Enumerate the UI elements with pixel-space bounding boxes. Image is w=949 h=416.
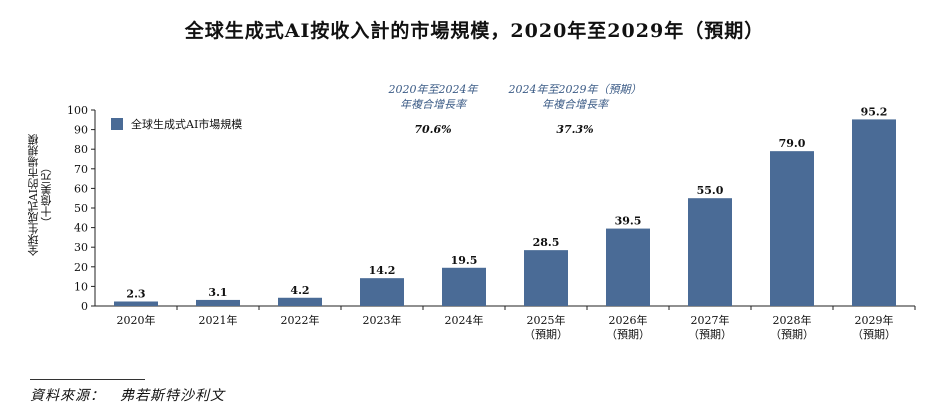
y-tick-label: 70 <box>74 163 88 176</box>
y-tick-label: 90 <box>74 124 88 137</box>
x-tick-sublabel: （預期） <box>688 328 732 341</box>
y-tick-label: 0 <box>81 300 88 313</box>
x-tick-label: 2029年 <box>855 313 894 327</box>
bar-value-label: 55.0 <box>697 184 724 197</box>
bar-value-label: 4.2 <box>290 284 309 297</box>
x-tick-sublabel: （預期） <box>524 328 568 341</box>
cagr-period-historical: 2020年至2024年 <box>388 83 478 96</box>
bar <box>688 198 732 306</box>
y-tick-label: 30 <box>74 241 88 254</box>
x-tick-label: 2026年 <box>609 313 648 327</box>
x-tick-sublabel: （預期） <box>770 328 814 341</box>
y-tick-label: 80 <box>74 143 88 156</box>
y-tick-label: 20 <box>74 261 88 274</box>
x-tick-label: 2022年 <box>281 313 320 327</box>
y-tick-label: 40 <box>74 222 88 235</box>
bar <box>524 250 568 306</box>
y-tick-label: 50 <box>74 202 88 215</box>
legend-label: 全球生成式AI市場規模 <box>131 118 243 131</box>
bar <box>770 151 814 306</box>
bar-value-label: 79.0 <box>779 137 806 150</box>
bar <box>278 297 322 306</box>
cagr-annotation-historical: 2020年至2024年 年複合增長率 70.6% <box>368 82 498 137</box>
cagr-period-forecast: 2024年至2029年（預期） <box>508 83 642 96</box>
y-tick-label: 60 <box>74 182 88 195</box>
bar <box>114 301 158 306</box>
bar-value-label: 39.5 <box>615 215 642 228</box>
x-tick-label: 2021年 <box>199 313 238 327</box>
cagr-annotation-forecast: 2024年至2029年（預期） 年複合增長率 37.3% <box>495 82 655 137</box>
chart-legend: 全球生成式AI市場規模 <box>111 116 242 132</box>
bar-value-label: 28.5 <box>533 236 560 249</box>
cagr-label-forecast: 年複合增長率 <box>542 98 608 111</box>
bar <box>852 119 896 307</box>
bar-value-label: 14.2 <box>369 264 396 277</box>
x-tick-label: 2023年 <box>363 313 402 327</box>
x-tick-label: 2024年 <box>445 313 484 327</box>
bar-value-label: 95.2 <box>861 105 888 118</box>
bar-chart: 0 10 20 30 40 50 60 70 80 90 100 2.3 2020年 3.1 2021年 4.… <box>67 104 916 341</box>
legend-swatch <box>111 118 123 130</box>
x-tick-sublabel: （預期） <box>606 328 650 341</box>
bar <box>196 299 240 306</box>
source-note: 資料來源： 弗若斯特沙利文 <box>30 388 225 404</box>
cagr-rate-forecast: 37.3% <box>556 123 594 136</box>
x-tick-label: 2028年 <box>773 313 812 327</box>
cagr-label-historical: 年複合增長率 <box>400 98 466 111</box>
x-tick-sublabel: （預期） <box>852 328 896 341</box>
x-tick-label: 2025年 <box>527 313 566 327</box>
bar-value-label: 2.3 <box>126 287 145 300</box>
bar <box>606 228 650 306</box>
bar-value-label: 3.1 <box>208 286 227 299</box>
x-tick-label: 2027年 <box>691 313 730 327</box>
cagr-rate-historical: 70.6% <box>414 123 452 136</box>
bar <box>360 278 404 306</box>
y-tick-label: 100 <box>67 104 88 117</box>
bar <box>442 267 486 306</box>
x-tick-label: 2020年 <box>117 313 156 327</box>
bar-value-label: 19.5 <box>451 254 478 267</box>
chart-title: 全球生成式AI按收入計的市場規模，2020年至2029年（預期） <box>184 20 765 42</box>
source-divider <box>30 379 145 380</box>
y-tick-label: 10 <box>74 280 88 293</box>
